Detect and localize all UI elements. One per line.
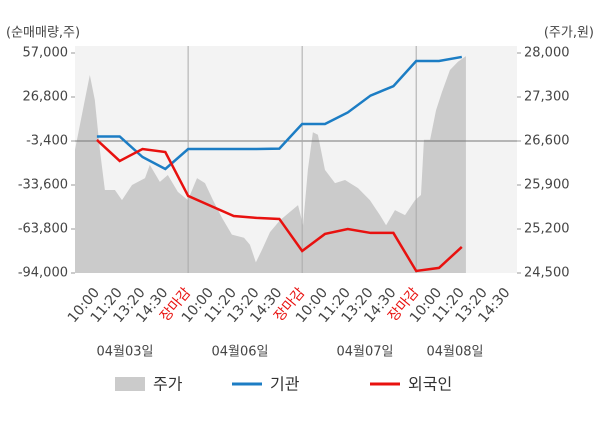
legend-label: 주가 <box>153 375 183 394</box>
date-label: 04월06일 <box>211 345 268 360</box>
y-tick-label: 57,000 <box>23 46 69 61</box>
y-tick-label: -63,800 <box>18 222 68 237</box>
y-tick-label: -3,400 <box>26 134 68 149</box>
y2-tick-label: 25,200 <box>524 222 570 237</box>
price-area <box>75 56 466 274</box>
date-label: 04월08일 <box>426 345 483 360</box>
y2-axis-label: (주가,원) <box>544 26 594 41</box>
legend-swatch <box>115 377 145 391</box>
y2-tick-label: 26,600 <box>524 134 570 149</box>
y-tick-label: -94,000 <box>18 266 68 281</box>
y-axis-label: (순매매량,주) <box>6 26 80 41</box>
y2-tick-label: 25,900 <box>524 178 570 193</box>
y2-tick-label: 27,300 <box>524 90 570 105</box>
date-label: 04월03일 <box>96 345 153 360</box>
date-label: 04월07일 <box>336 345 393 360</box>
y-tick-label: -33,600 <box>18 178 68 193</box>
y2-tick-label: 28,000 <box>524 46 570 61</box>
legend-label: 기관 <box>270 375 300 394</box>
y-tick-label: 26,800 <box>23 90 69 105</box>
legend-label: 외국인 <box>408 375 452 394</box>
series-line <box>96 55 463 171</box>
y2-tick-label: 24,500 <box>524 266 570 281</box>
series-line <box>96 139 463 273</box>
